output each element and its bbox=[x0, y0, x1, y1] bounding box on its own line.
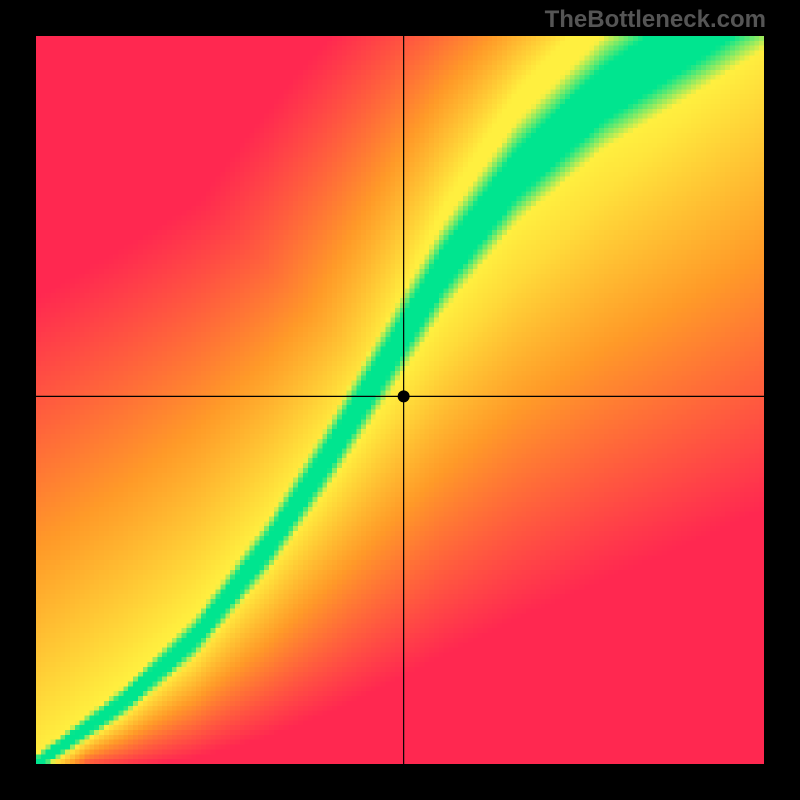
watermark-text: TheBottleneck.com bbox=[545, 6, 766, 34]
crosshair-marker bbox=[398, 390, 410, 402]
chart-overlay bbox=[0, 0, 800, 800]
chart-container: TheBottleneck.com bbox=[0, 0, 800, 800]
